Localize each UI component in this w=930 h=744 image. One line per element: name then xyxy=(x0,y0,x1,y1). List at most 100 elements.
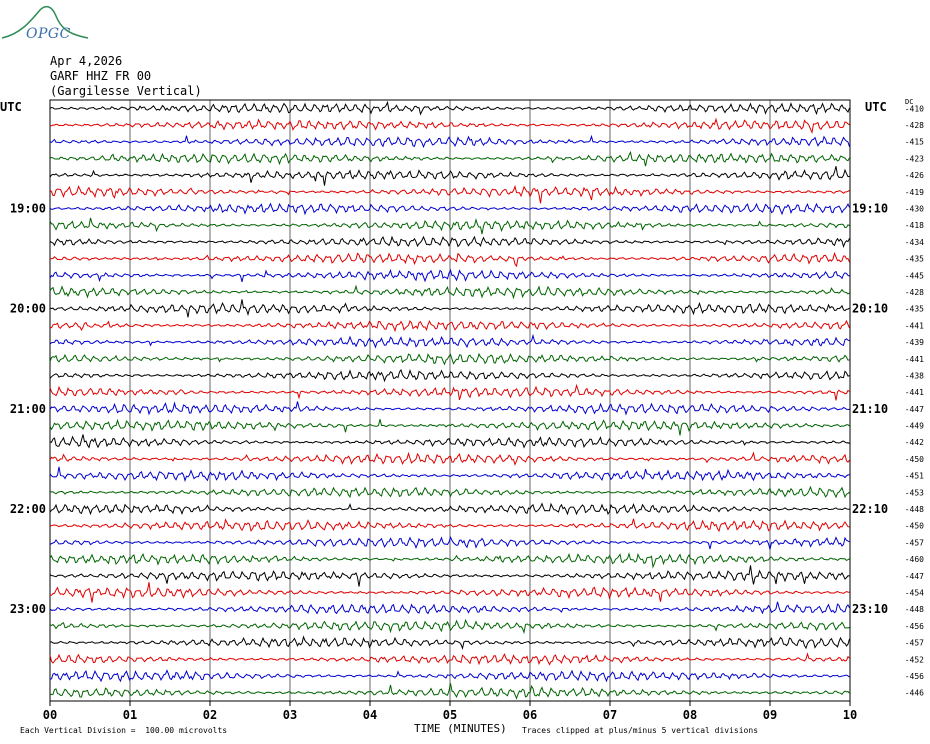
trace-16 xyxy=(49,352,850,366)
right-hour-label: 22:10 xyxy=(852,502,888,516)
dc-header-label: DC xyxy=(905,98,914,106)
trace-5 xyxy=(49,166,850,186)
dc-offset-label: -447 xyxy=(905,405,924,414)
opgc-logo: OPGC xyxy=(0,2,90,47)
trace-36 xyxy=(49,683,850,700)
trace-21 xyxy=(49,434,850,449)
left-hour-label: 21:00 xyxy=(10,402,46,416)
trace-12 xyxy=(49,284,850,300)
trace-1 xyxy=(49,100,850,116)
dc-offset-label: -454 xyxy=(905,588,924,597)
trace-18 xyxy=(49,383,850,401)
seismic-traces xyxy=(49,100,850,700)
dc-offset-labels: -410 -428 -415 -423 -426 -419 -430 -418 -434 -435… xyxy=(905,104,924,697)
station-code: GARF HHZ FR 00 xyxy=(50,69,152,83)
logo-text: OPGC xyxy=(26,26,71,42)
trace-15 xyxy=(49,333,850,349)
dc-offset-label: -456 xyxy=(905,622,924,631)
right-axis-label: UTC xyxy=(865,100,887,114)
dc-offset-label: -428 xyxy=(905,121,924,130)
dc-offset-label: -415 xyxy=(905,138,924,147)
trace-10 xyxy=(49,251,850,268)
trace-22 xyxy=(49,451,850,466)
right-hour-label: 20:10 xyxy=(852,302,888,316)
trace-26 xyxy=(49,518,850,533)
x-tick-label: 03 xyxy=(283,708,297,722)
right-hour-label: 21:10 xyxy=(852,402,888,416)
trace-28 xyxy=(49,552,850,569)
dc-offset-label: -448 xyxy=(905,605,924,614)
clip-note: Traces clipped at plus/minus 5 vertical … xyxy=(522,726,759,735)
dc-offset-label: -449 xyxy=(905,422,924,431)
trace-14 xyxy=(49,319,850,333)
dc-offset-label: -445 xyxy=(905,271,924,280)
dc-offset-label: -446 xyxy=(905,689,924,698)
x-axis-title: TIME (MINUTES) xyxy=(414,722,507,735)
dc-offset-label: -453 xyxy=(905,488,924,497)
x-axis-ticks: 00 01 02 03 04 05 06 07 08 09 10 xyxy=(43,701,857,722)
dc-offset-label: -439 xyxy=(905,338,924,347)
dc-offset-label: -460 xyxy=(905,555,924,564)
trace-33 xyxy=(49,635,850,651)
chart-date: Apr 4,2026 xyxy=(50,54,123,68)
left-hour-label: 19:00 xyxy=(10,202,46,216)
right-hour-labels: 19:10 20:10 21:10 22:10 23:10 xyxy=(852,202,888,617)
trace-29 xyxy=(49,565,850,587)
dc-offset-label: -441 xyxy=(905,321,924,330)
x-tick-label: 05 xyxy=(443,708,457,722)
dc-offset-label: -447 xyxy=(905,572,924,581)
trace-24 xyxy=(49,485,850,499)
x-tick-label: 02 xyxy=(203,708,217,722)
trace-6 xyxy=(49,184,850,204)
scale-note: Each Vertical Division = 100.00 microvol… xyxy=(20,726,228,735)
station-location: (Gargilesse Vertical) xyxy=(50,84,202,98)
trace-7 xyxy=(49,202,850,216)
right-hour-label: 23:10 xyxy=(852,602,888,616)
trace-32 xyxy=(49,618,850,635)
trace-11 xyxy=(49,268,850,283)
dc-offset-label: -456 xyxy=(905,672,924,681)
trace-31 xyxy=(49,601,850,615)
left-hour-label: 22:00 xyxy=(10,502,46,516)
dc-offset-label: -423 xyxy=(905,154,924,163)
dc-offset-label: -428 xyxy=(905,288,924,297)
dc-offset-label: -441 xyxy=(905,388,924,397)
dc-offset-label: -418 xyxy=(905,221,924,230)
dc-offset-label: -442 xyxy=(905,438,924,447)
trace-13 xyxy=(49,299,850,318)
dc-offset-label: -452 xyxy=(905,655,924,664)
dc-offset-label: -410 xyxy=(905,104,924,113)
left-hour-label: 23:00 xyxy=(10,602,46,616)
trace-19 xyxy=(49,401,850,416)
dc-offset-label: -435 xyxy=(905,255,924,264)
right-hour-label: 19:10 xyxy=(852,202,888,216)
x-tick-label: 10 xyxy=(843,708,857,722)
dc-offset-label: -448 xyxy=(905,505,924,514)
trace-9 xyxy=(49,235,850,249)
dc-offset-label: -438 xyxy=(905,371,924,380)
logo-mountain-icon xyxy=(1,5,89,39)
dc-offset-label: -451 xyxy=(905,472,924,481)
dc-offset-label: -441 xyxy=(905,355,924,364)
trace-35 xyxy=(49,669,850,683)
x-tick-label: 04 xyxy=(363,708,377,722)
trace-17 xyxy=(49,368,850,383)
x-tick-label: 00 xyxy=(43,708,57,722)
x-tick-label: 01 xyxy=(123,708,137,722)
dc-offset-label: -434 xyxy=(905,238,924,247)
trace-8 xyxy=(49,217,850,235)
x-tick-label: 06 xyxy=(523,708,537,722)
dc-offset-label: -457 xyxy=(905,639,924,648)
dc-offset-label: -450 xyxy=(905,455,924,464)
x-tick-label: 08 xyxy=(683,708,697,722)
x-tick-label: 07 xyxy=(603,708,617,722)
trace-25 xyxy=(49,502,850,516)
x-tick-label: 09 xyxy=(763,708,777,722)
trace-20 xyxy=(49,418,850,436)
trace-23 xyxy=(49,466,850,483)
trace-27 xyxy=(49,535,850,550)
dc-offset-label: -450 xyxy=(905,522,924,531)
trace-30 xyxy=(49,582,850,603)
dc-offset-label: -435 xyxy=(905,305,924,314)
trace-2 xyxy=(49,117,850,135)
